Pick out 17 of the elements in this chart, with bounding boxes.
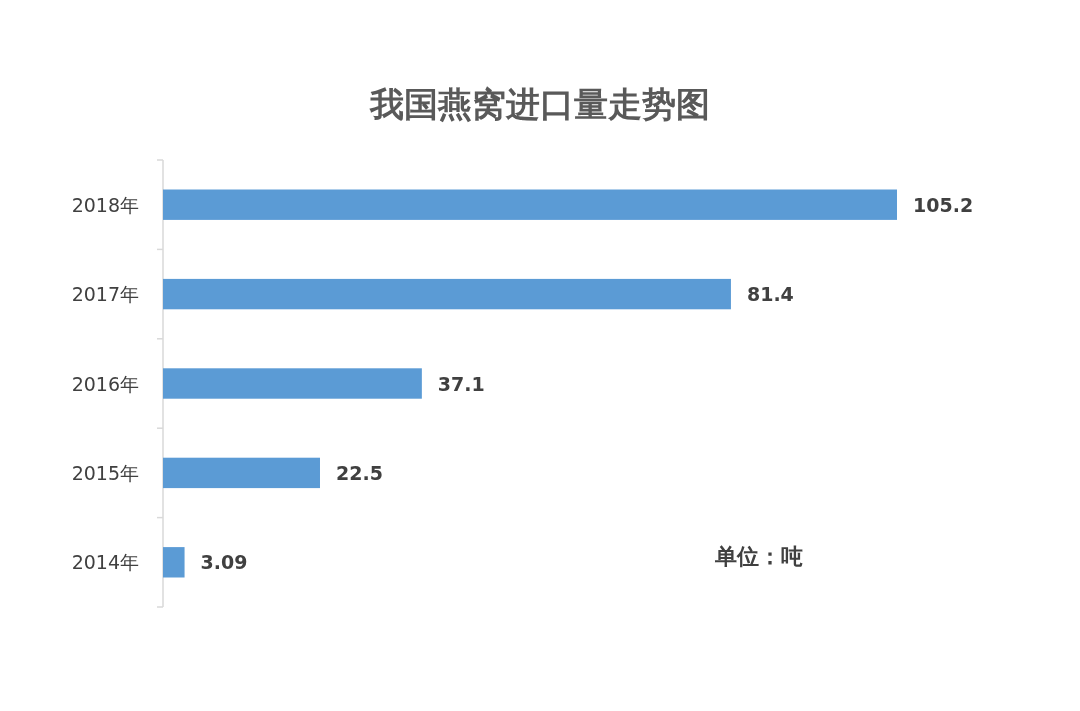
- y-tick-label: 2015年: [71, 461, 139, 484]
- bar: [163, 457, 320, 489]
- y-tick-label: 2016年: [71, 372, 139, 395]
- bar: [163, 368, 422, 399]
- y-tick-label: 2018年: [71, 193, 139, 216]
- chart-title: 我国燕窝进口量走势图: [369, 84, 710, 124]
- data-label: 81.4: [746, 283, 794, 306]
- bar: [163, 278, 731, 310]
- data-label: 3.09: [200, 551, 248, 574]
- annotation: 单位：吨: [714, 544, 803, 569]
- data-label: 37.1: [437, 372, 485, 395]
- bar: [163, 189, 897, 220]
- y-tick-label: 2017年: [71, 283, 139, 306]
- data-label: 105.2: [913, 193, 974, 216]
- bar: [163, 547, 185, 578]
- y-tick-label: 2014年: [71, 551, 139, 574]
- data-label: 22.5: [335, 461, 383, 484]
